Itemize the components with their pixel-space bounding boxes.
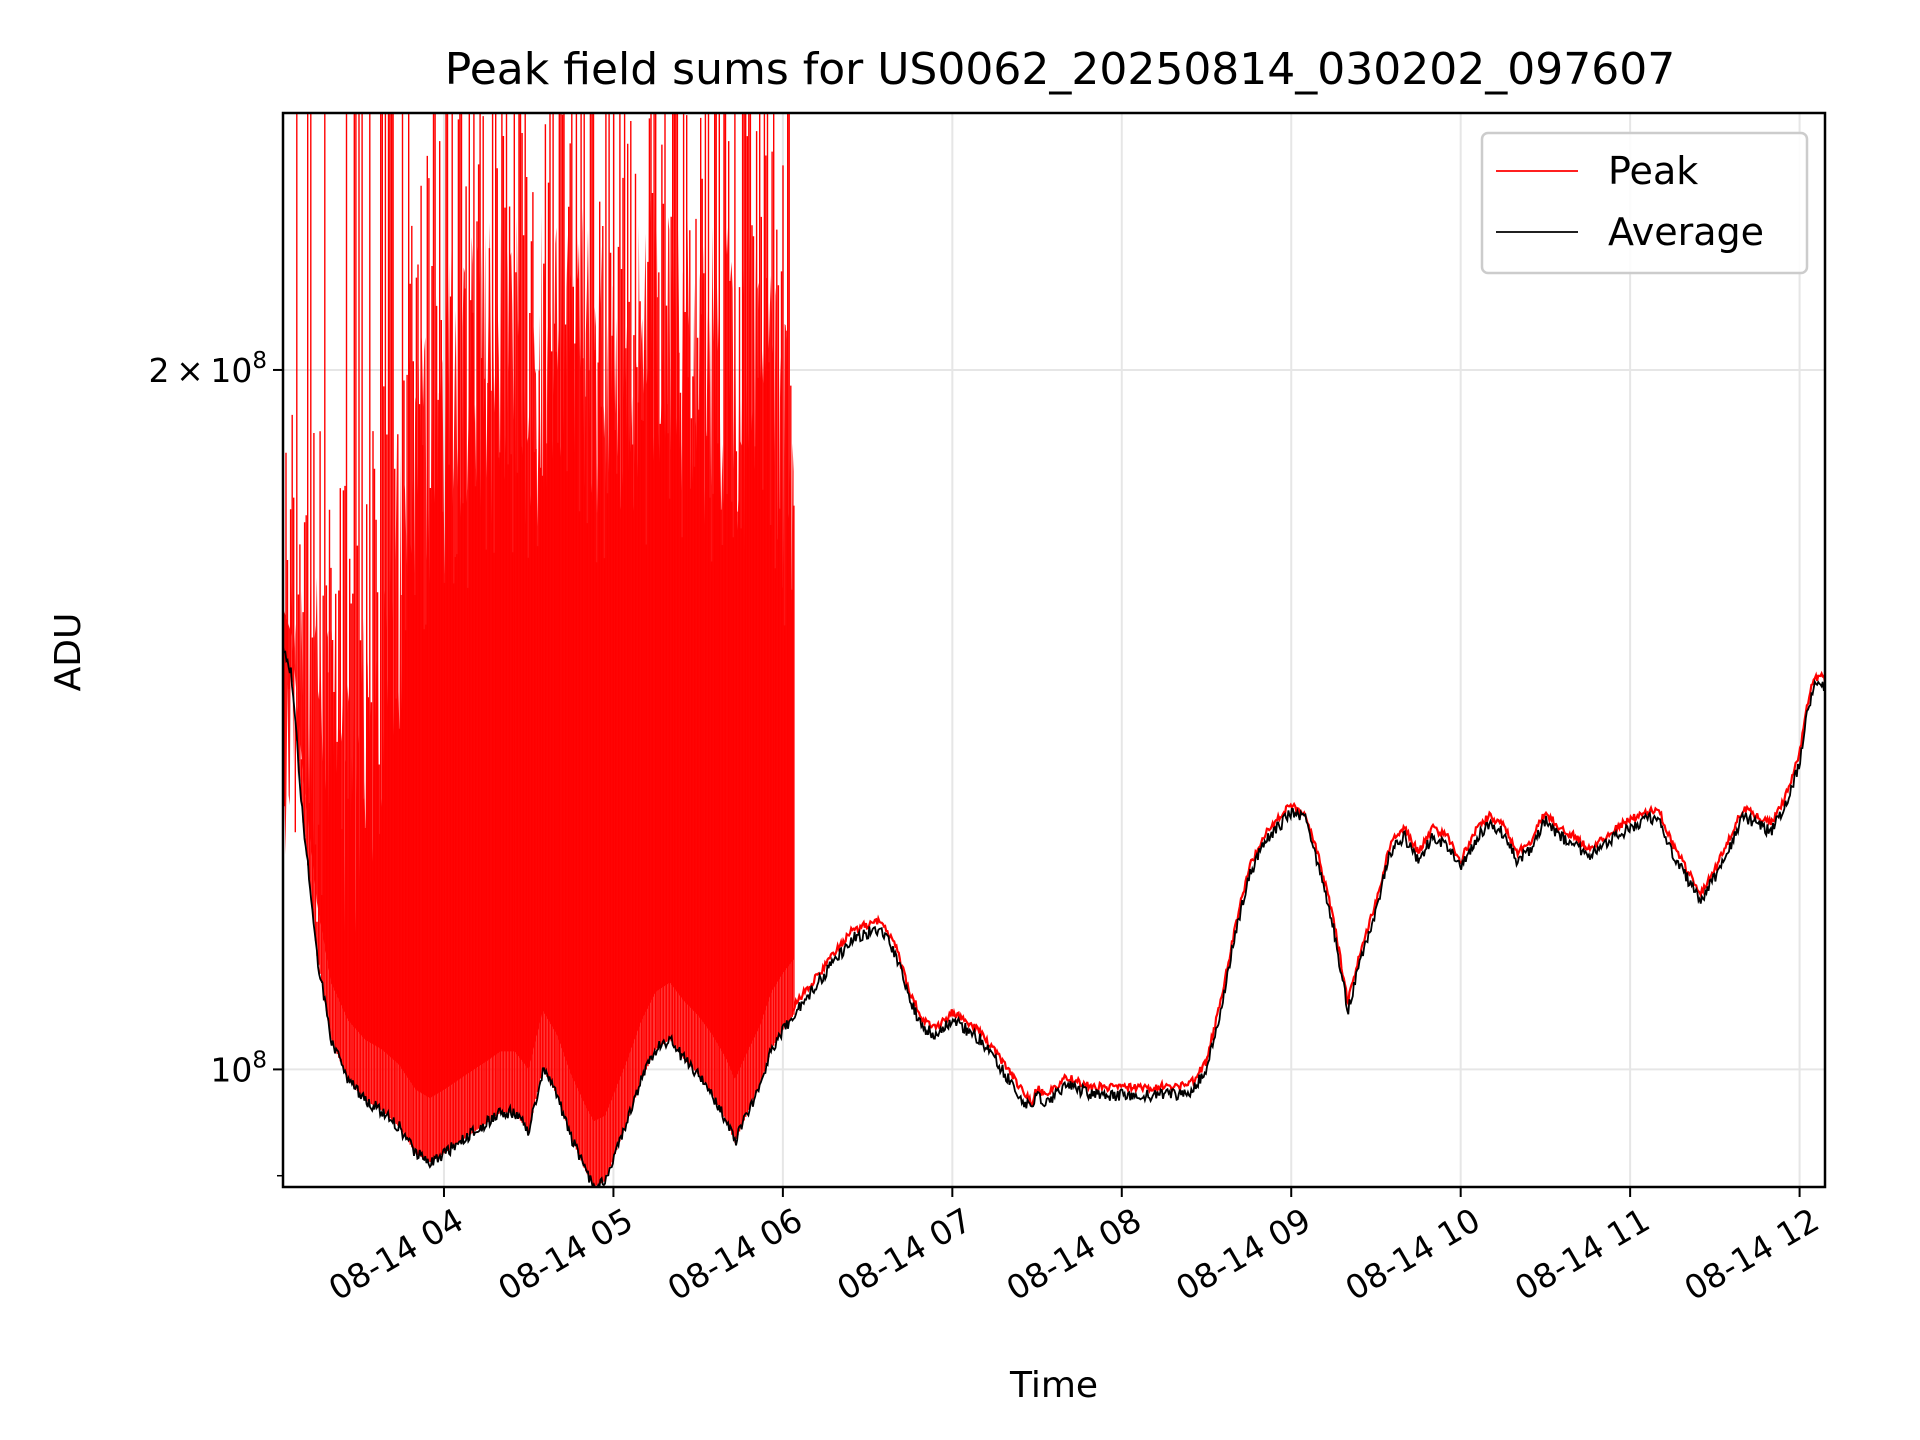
plot-frame — [281, 111, 1827, 1189]
average-series-line — [283, 646, 1825, 1187]
y-axis-ticks: 108 2 × 108 — [149, 348, 283, 1177]
x-axis-label: Time — [1009, 1365, 1098, 1406]
legend-box — [1480, 131, 1809, 275]
plot-marks — [283, 113, 1825, 1187]
grid — [283, 113, 1825, 1187]
chart-title: Peak field sums for US0062_20250814_0302… — [445, 44, 1675, 95]
peak-series-spikes — [283, 113, 795, 1187]
y-tick-label: 108 — [210, 1047, 267, 1089]
legend: Peak Average — [1480, 131, 1809, 275]
peak-spike-lines — [283, 113, 795, 1187]
legend-label-average: Average — [1608, 210, 1764, 254]
y-tick-label: 2 × 108 — [149, 348, 267, 390]
y-axis-label: ADU — [48, 613, 89, 692]
legend-label-peak: Peak — [1608, 149, 1698, 193]
